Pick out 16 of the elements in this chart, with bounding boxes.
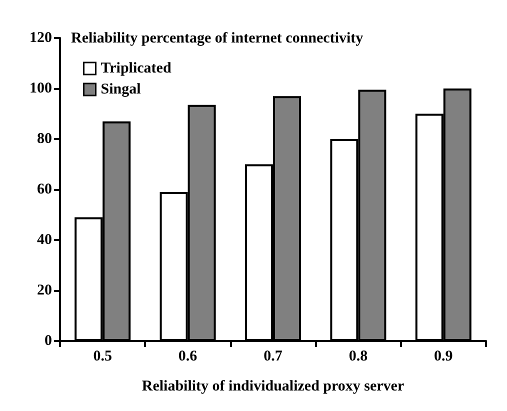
y-tick-label: 80 [37,131,52,147]
x-tick-label: 0.9 [434,348,453,364]
x-tick-label: 0.6 [178,348,198,364]
legend-label: Singal [100,82,141,98]
x-tick-label: 0.8 [348,348,368,364]
y-axis-title: Reliability percentage of internet connectivity [71,30,364,46]
x-tick-label: 0.7 [264,348,283,364]
y-tick-label: 100 [30,80,52,96]
y-tick-label: 0 [44,333,52,349]
y-tick-label: 60 [37,182,52,198]
legend-label: Triplicated [100,60,172,76]
y-tick-label: 120 [30,30,52,46]
y-tick-label: 40 [37,232,52,248]
x-tick-label: 0.5 [93,348,112,364]
x-axis-title: Reliability of individualized proxy server [142,378,404,394]
y-tick-label: 20 [37,282,52,298]
